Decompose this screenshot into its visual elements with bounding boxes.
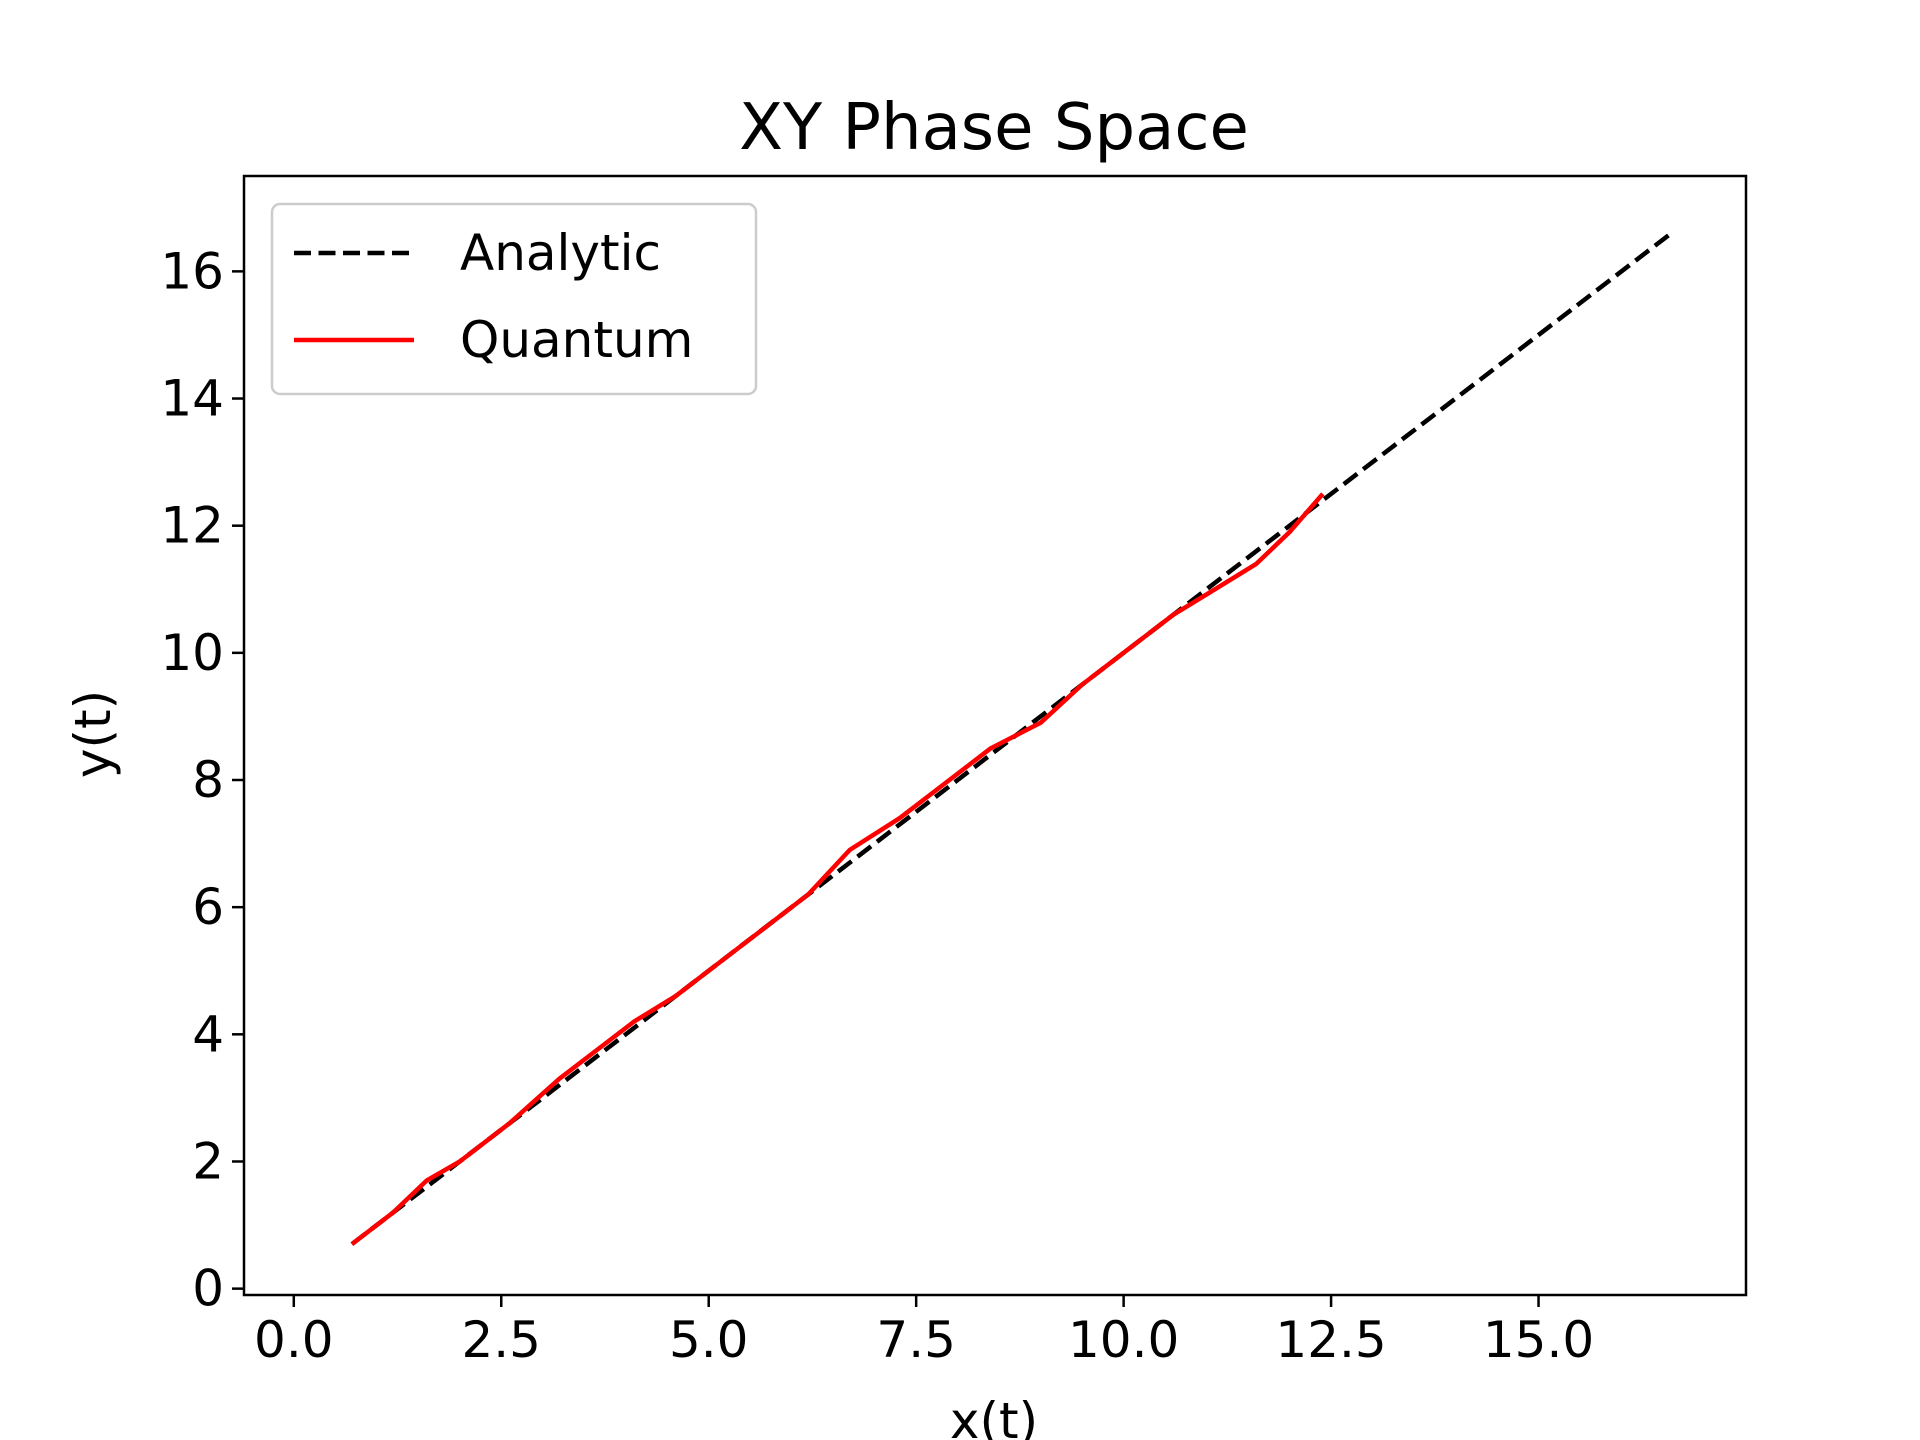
y-tick-label: 16: [160, 242, 224, 300]
plot-area: 0.0 2.5 5.0 7.5 10.0 12.5 15.0 0 2 4 6 8 10 12 14 16: [160, 174, 1748, 1369]
legend-label: Analytic: [460, 224, 661, 282]
series-lines: [350, 231, 1673, 1246]
y-axis-label: y(t): [64, 690, 122, 778]
y-tick-label: 2: [192, 1132, 224, 1190]
y-tick-label: 0: [192, 1260, 224, 1318]
legend: Analytic Quantum: [270, 202, 758, 396]
chart-title: XY Phase Space: [739, 91, 1249, 165]
axes-frame: [242, 174, 1748, 1297]
x-tick-label: 0.0: [254, 1311, 334, 1369]
x-tick-label: 2.5: [461, 1311, 541, 1369]
x-axis-label: x(t): [950, 1392, 1038, 1440]
y-tick-label: 8: [192, 751, 224, 809]
x-tick-label: 7.5: [876, 1311, 956, 1369]
x-tick-label: 5.0: [669, 1311, 749, 1369]
x-tick-label: 12.5: [1275, 1311, 1386, 1369]
legend-label: Quantum: [460, 311, 693, 369]
series-line-analytic: [350, 231, 1673, 1246]
y-tick-label: 12: [160, 497, 224, 555]
series-line-quantum: [350, 492, 1325, 1246]
y-tick-label: 10: [160, 624, 224, 682]
y-tick-label: 14: [160, 370, 224, 428]
y-tick-label: 4: [192, 1005, 224, 1063]
y-tick-label: 6: [192, 878, 224, 936]
x-tick-label: 15.0: [1483, 1311, 1594, 1369]
x-tick-label: 10.0: [1068, 1311, 1179, 1369]
